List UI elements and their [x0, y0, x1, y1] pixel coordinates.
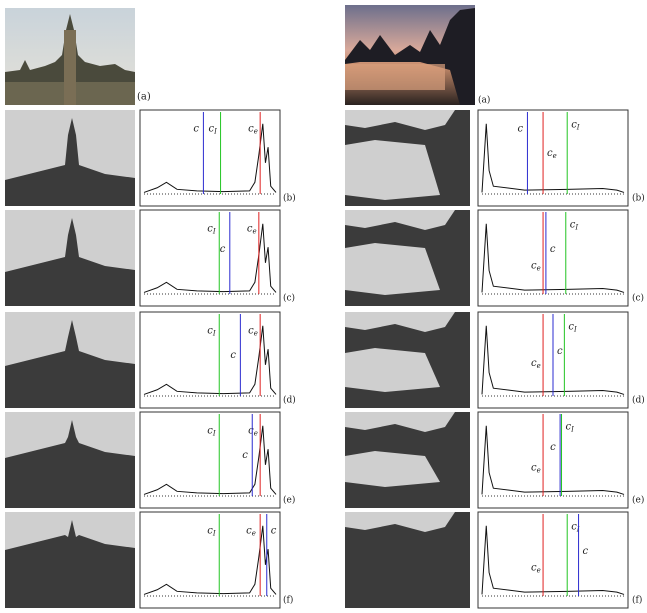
threshold-symbol: c	[550, 441, 556, 452]
threshold-symbol: c	[193, 123, 199, 134]
threshold-label: c	[557, 345, 563, 356]
threshold-subscript: I	[570, 425, 574, 433]
threshold-subscript: I	[213, 127, 217, 135]
photo-label: (a)	[478, 95, 490, 106]
threshold-symbol: c	[230, 350, 236, 361]
segmented-image	[5, 110, 135, 206]
threshold-subscript: e	[553, 152, 557, 160]
threshold-subscript: I	[212, 227, 216, 235]
threshold-label: c	[193, 123, 199, 134]
photo-river	[345, 5, 475, 105]
segmented-image	[345, 312, 470, 408]
threshold-label: c	[230, 350, 236, 361]
threshold-subscript: I	[576, 123, 580, 131]
threshold-subscript: e	[537, 362, 541, 370]
threshold-subscript: I	[576, 525, 580, 533]
threshold-label: c	[583, 545, 589, 556]
row-label: (b)	[632, 193, 645, 204]
segmented-image	[345, 210, 470, 306]
threshold-label: c	[220, 243, 226, 254]
segmented-image	[5, 210, 135, 306]
histogram-frame	[478, 512, 628, 608]
seg-water	[345, 243, 440, 295]
threshold-subscript: I	[212, 329, 216, 337]
segmented-image	[5, 512, 135, 608]
threshold-subscript: e	[254, 127, 258, 135]
threshold-symbol: c	[242, 450, 248, 461]
threshold-subscript: I	[212, 429, 216, 437]
row-label: (d)	[632, 395, 645, 406]
histogram-frame	[478, 210, 628, 306]
seg-water	[345, 140, 440, 200]
segmented-image	[345, 110, 470, 206]
threshold-subscript: e	[537, 264, 541, 272]
segmented-image	[5, 412, 135, 508]
threshold-subscript: I	[212, 529, 216, 537]
row-label: (c)	[632, 293, 644, 304]
threshold-symbol: c	[557, 345, 563, 356]
threshold-label: c	[550, 441, 556, 452]
photo-parliament	[5, 8, 135, 105]
row-label: (e)	[632, 495, 644, 506]
threshold-subscript: I	[574, 223, 578, 231]
threshold-subscript: e	[537, 566, 541, 574]
threshold-label: c	[550, 243, 556, 254]
row-label: (f)	[283, 595, 293, 606]
photo-label: (a)	[137, 92, 151, 103]
threshold-subscript: e	[252, 529, 256, 537]
segmented-image	[5, 312, 135, 408]
histogram-frame	[478, 412, 628, 508]
figure: (a)ccIce(b)cIcce(c)cIcce(d)cIcec(e)cIcec…	[0, 0, 647, 613]
row-label: (d)	[283, 395, 296, 406]
threshold-symbol: c	[517, 123, 523, 134]
threshold-subscript: e	[254, 329, 258, 337]
threshold-symbol: c	[220, 243, 226, 254]
segmented-image	[345, 412, 470, 508]
threshold-subscript: e	[254, 429, 258, 437]
row-label: (c)	[283, 293, 295, 304]
threshold-symbol: c	[550, 243, 556, 254]
segmented-image	[345, 512, 470, 608]
threshold-subscript: e	[252, 227, 256, 235]
threshold-subscript: I	[573, 325, 577, 333]
row-label: (b)	[283, 193, 296, 204]
row-label: (f)	[632, 595, 642, 606]
threshold-symbol: c	[583, 545, 589, 556]
threshold-subscript: e	[537, 466, 541, 474]
threshold-label: c	[517, 123, 523, 134]
threshold-label: c	[271, 525, 277, 536]
threshold-symbol: c	[271, 525, 277, 536]
row-label: (e)	[283, 495, 295, 506]
threshold-label: c	[242, 450, 248, 461]
